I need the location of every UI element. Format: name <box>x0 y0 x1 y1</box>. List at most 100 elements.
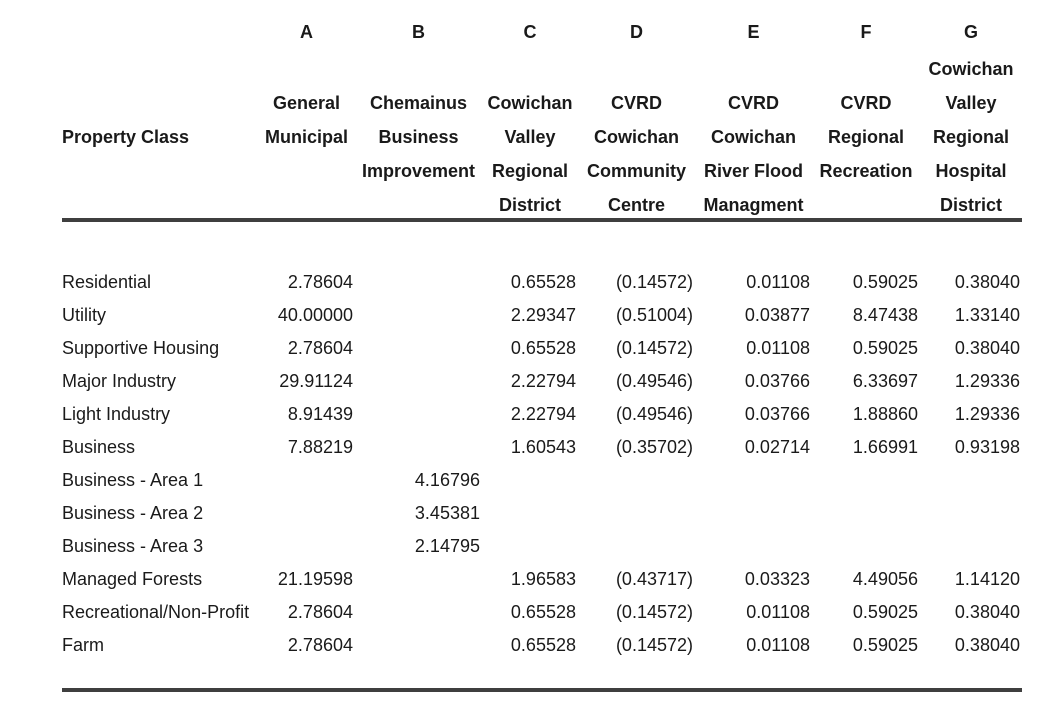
column-letter-G: G <box>963 22 978 42</box>
column-header-line: Regional <box>827 127 904 147</box>
cell-value: 4.16796 <box>414 470 480 490</box>
cell-value: (0.14572) <box>615 602 693 622</box>
row-label: Business - Area 1 <box>62 470 204 490</box>
column-header-line: Community <box>587 161 686 181</box>
column-header-line: Cowichan <box>928 59 1014 79</box>
cell-value <box>812 464 920 497</box>
cell-value: 0.03766 <box>744 404 810 424</box>
cell-value <box>482 464 578 497</box>
column-header-line: Recreation <box>819 161 913 181</box>
cell-value: 1.14120 <box>954 569 1020 589</box>
cell-value <box>812 497 920 530</box>
column-header-line: Regional <box>491 161 568 181</box>
column-header-C: Cowichan Valley Regional District <box>482 52 578 222</box>
column-header-line: Valley <box>504 127 556 147</box>
column-header-line: CVRD <box>727 93 779 113</box>
column-header-line: CVRD <box>840 93 892 113</box>
cell-value <box>695 464 812 497</box>
cell-value <box>695 497 812 530</box>
column-header-line: Cowichan <box>487 93 573 113</box>
cell-value: 0.02714 <box>744 437 810 457</box>
column-header-line: CVRD <box>610 93 662 113</box>
cell-value: 1.88860 <box>852 404 918 424</box>
column-header-line: Centre <box>607 195 665 215</box>
property-class-label: Property Class <box>62 127 190 147</box>
cell-value <box>355 299 482 332</box>
cell-value: 2.29347 <box>510 305 576 325</box>
cell-value: (0.35702) <box>615 437 693 457</box>
cell-value: 0.38040 <box>954 338 1020 358</box>
cell-value: 40.00000 <box>277 305 353 325</box>
column-header-line: Municipal <box>264 127 348 147</box>
cell-value: 1.60543 <box>510 437 576 457</box>
row-label: Recreational/Non-Profit <box>62 602 250 622</box>
cell-value <box>920 530 1022 563</box>
cell-value: 0.03323 <box>744 569 810 589</box>
cell-value: (0.14572) <box>615 338 693 358</box>
cell-value: 0.65528 <box>510 272 576 292</box>
cell-value: (0.49546) <box>615 371 693 391</box>
column-header-line: District <box>939 195 1002 215</box>
column-letter-F: F <box>860 22 872 42</box>
cell-value: 0.59025 <box>852 635 918 655</box>
cell-value: 0.59025 <box>852 602 918 622</box>
cell-value <box>258 497 355 530</box>
cell-value: 8.91439 <box>287 404 353 424</box>
column-letter-C: C <box>523 22 537 42</box>
cell-value: 0.03877 <box>744 305 810 325</box>
column-header-line: General <box>272 93 341 113</box>
cell-value: 3.45381 <box>414 503 480 523</box>
cell-value: 0.01108 <box>746 602 810 622</box>
cell-value: 0.01108 <box>746 338 810 358</box>
cell-value: 1.29336 <box>954 371 1020 391</box>
cell-value <box>258 530 355 563</box>
cell-value <box>578 530 695 563</box>
column-letters-row: A B C D E F G <box>62 15 1022 49</box>
cell-value: 0.59025 <box>852 338 918 358</box>
column-header-line: Hospital <box>935 161 1007 181</box>
cell-value: 0.01108 <box>746 635 810 655</box>
column-header-line: Regional <box>932 127 1009 147</box>
cell-value <box>920 464 1022 497</box>
cell-value <box>355 629 482 662</box>
column-header-line: Managment <box>703 195 804 215</box>
cell-value: 2.78604 <box>287 272 353 292</box>
cell-value: 0.59025 <box>852 272 918 292</box>
cell-value: 1.29336 <box>954 404 1020 424</box>
cell-value <box>482 530 578 563</box>
cell-value: 1.96583 <box>510 569 576 589</box>
column-header-E: CVRD Cowichan River Flood Managment <box>695 52 812 222</box>
cell-value: 2.22794 <box>510 371 576 391</box>
column-header-line: Cowichan <box>593 127 679 147</box>
cell-value <box>258 464 355 497</box>
cell-value: 29.91124 <box>279 371 353 391</box>
cell-value <box>920 497 1022 530</box>
cell-value: (0.49546) <box>615 404 693 424</box>
cell-value: 2.78604 <box>287 602 353 622</box>
cell-value: 8.47438 <box>852 305 918 325</box>
cell-value: 1.66991 <box>852 437 918 457</box>
cell-value: 0.38040 <box>954 272 1020 292</box>
cell-value: 2.14795 <box>414 536 480 556</box>
row-label: Supportive Housing <box>62 338 220 358</box>
cell-value: 0.65528 <box>510 338 576 358</box>
column-header-F: CVRD Regional Recreation <box>812 52 920 222</box>
cell-value <box>355 596 482 629</box>
cell-value: 0.01108 <box>746 272 810 292</box>
property-class-header: Property Class <box>62 52 258 222</box>
row-label: Business - Area 3 <box>62 536 204 556</box>
row-label: Utility <box>62 305 106 325</box>
cell-value <box>355 365 482 398</box>
cell-value <box>812 530 920 563</box>
cell-value: 6.33697 <box>852 371 918 391</box>
cell-value: 1.33140 <box>954 305 1020 325</box>
row-label: Business - Area 2 <box>62 503 204 523</box>
cell-value <box>578 464 695 497</box>
header-divider-rule <box>62 218 1022 222</box>
column-header-D: CVRD Cowichan Community Centre <box>578 52 695 222</box>
column-header-line: River Flood <box>703 161 803 181</box>
table-body: Residential 2.78604 0.65528 (0.14572) 0.0110… <box>62 266 1022 662</box>
column-header-line: Valley <box>945 93 997 113</box>
cell-value: 7.88219 <box>287 437 353 457</box>
cell-value: (0.43717) <box>615 569 693 589</box>
